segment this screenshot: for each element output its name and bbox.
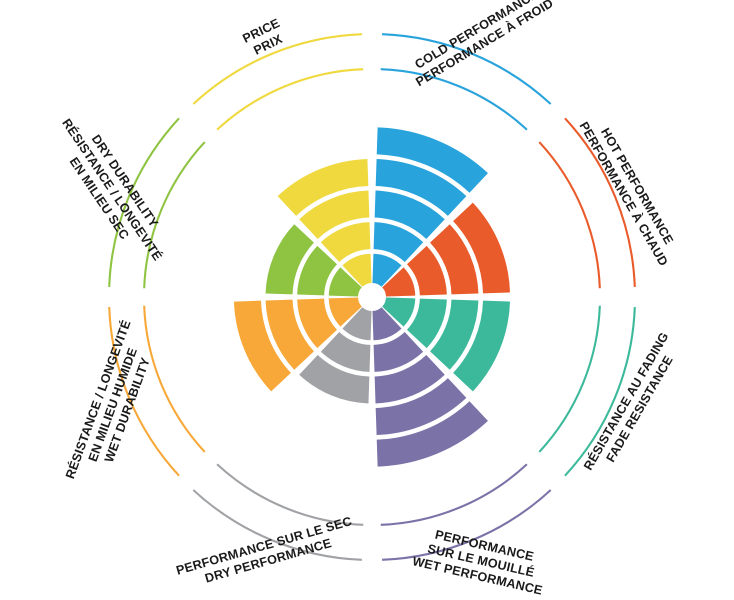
ring-band-wet-performance-1[interactable]: [372, 307, 402, 341]
ring-band-dry-performance-2[interactable]: [320, 331, 371, 372]
inner-guide-arc-fade-resistance: [538, 305, 601, 453]
outer-guide-arc-wet-performance: [382, 489, 552, 561]
ring-band-fade-resistance-3[interactable]: [430, 299, 479, 370]
sector-price[interactable]: [277, 158, 372, 287]
ring-band-cold-performance-3[interactable]: [374, 190, 445, 239]
ring-band-wet-durability-4[interactable]: [233, 300, 291, 392]
ring-band-price-2[interactable]: [320, 222, 371, 263]
sector-dry-performance[interactable]: [299, 307, 372, 404]
ring-band-hot-performance-4[interactable]: [453, 202, 511, 294]
ring-band-wet-performance-2[interactable]: [373, 331, 424, 372]
sector-wet-performance[interactable]: [372, 307, 488, 467]
sector-label-line: COLD PERFORMANCE: [413, 0, 541, 72]
sector-fade-resistance[interactable]: [382, 297, 511, 392]
ring-band-wet-durability-1[interactable]: [328, 297, 362, 327]
inner-guide-arc-wet-durability: [143, 305, 206, 453]
ring-band-wet-performance-5[interactable]: [376, 401, 488, 467]
inner-guide-arc-dry-durability: [143, 141, 206, 289]
ring-band-dry-durability-1[interactable]: [328, 267, 362, 297]
outer-arc-layer: [108, 33, 636, 561]
sector-dry-durability[interactable]: [265, 224, 362, 297]
outer-guide-arc-price: [192, 33, 362, 105]
ring-band-wet-durability-2[interactable]: [297, 298, 338, 349]
sector-label-line: RÉSISTANCE / LONGEVITÉ: [59, 116, 165, 264]
ring-band-price-1[interactable]: [342, 253, 372, 287]
outer-guide-arc-dry-performance: [192, 489, 362, 561]
ring-band-price-3[interactable]: [299, 190, 370, 239]
sector-cold-performance[interactable]: [372, 127, 488, 287]
sector-wet-durability[interactable]: [233, 297, 362, 392]
ring-band-cold-performance-2[interactable]: [373, 222, 424, 263]
outer-guide-arc-fade-resistance: [564, 307, 636, 477]
sector-hot-performance[interactable]: [382, 202, 511, 297]
outer-guide-arc-dry-durability: [108, 117, 180, 287]
inner-guide-arc-hot-performance: [538, 141, 601, 289]
inner-guide-arc-cold-performance: [380, 68, 528, 131]
inner-guide-arc-price: [216, 68, 364, 131]
ring-band-cold-performance-1[interactable]: [372, 253, 402, 287]
ring-band-fade-resistance-4[interactable]: [453, 300, 511, 392]
ring-band-wet-performance-3[interactable]: [374, 355, 445, 404]
inner-guide-arc-wet-performance: [380, 463, 528, 526]
ring-band-dry-durability-2[interactable]: [297, 245, 338, 296]
outer-guide-arc-wet-durability: [108, 307, 180, 477]
sector-layer: [233, 127, 511, 467]
ring-band-cold-performance-5[interactable]: [376, 127, 488, 193]
outer-guide-arc-cold-performance: [382, 33, 552, 105]
ring-band-dry-performance-3[interactable]: [299, 355, 370, 404]
ring-band-dry-performance-1[interactable]: [342, 307, 372, 341]
ring-band-wet-performance-4[interactable]: [375, 378, 467, 436]
outer-guide-arc-hot-performance: [564, 117, 636, 287]
ring-band-wet-durability-3[interactable]: [265, 299, 314, 370]
ring-band-hot-performance-2[interactable]: [406, 245, 447, 296]
ring-band-dry-durability-3[interactable]: [265, 224, 314, 295]
ring-band-hot-performance-1[interactable]: [382, 267, 416, 297]
ring-band-price-4[interactable]: [277, 158, 369, 216]
ring-band-fade-resistance-1[interactable]: [382, 297, 416, 327]
inner-guide-arc-dry-performance: [216, 463, 364, 526]
ring-band-cold-performance-4[interactable]: [375, 158, 467, 216]
ring-band-fade-resistance-2[interactable]: [406, 298, 447, 349]
sector-label-line: PERFORMANCE À FROID: [413, 0, 556, 89]
sector-label-line: PERFORMANCE À CHAUD: [576, 119, 671, 269]
ring-band-hot-performance-3[interactable]: [430, 224, 479, 295]
